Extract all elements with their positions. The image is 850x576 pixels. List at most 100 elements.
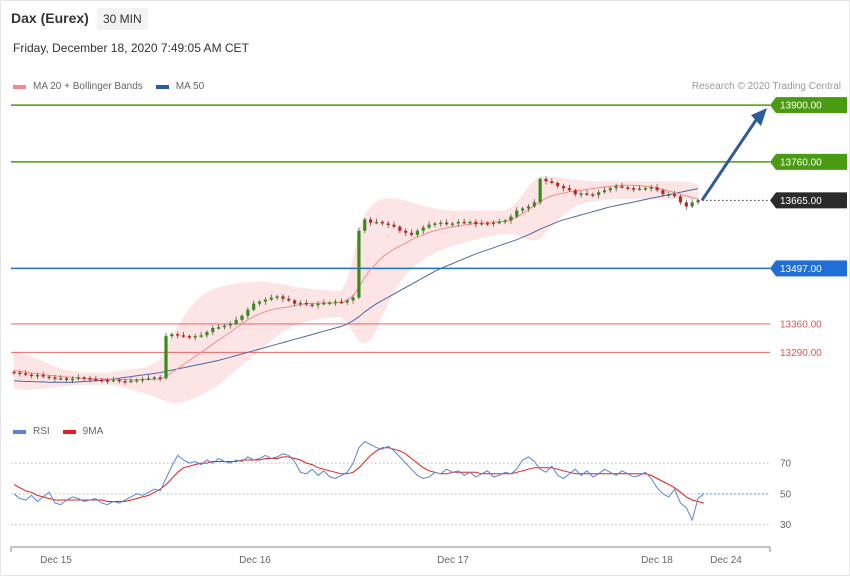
candle-body-96 <box>573 190 577 195</box>
legend-swatch-ma50 <box>155 84 169 89</box>
candle-body-32 <box>199 335 203 337</box>
level-label-3: 13360.00 <box>780 319 822 330</box>
candle-body-20 <box>129 380 133 383</box>
candle-body-45 <box>275 296 279 298</box>
forecast-arrow-head <box>751 108 767 127</box>
last-price-label: 13665.00 <box>780 196 822 207</box>
candle-body-72 <box>433 223 437 225</box>
candle-body-117 <box>696 200 700 203</box>
candle-body-11 <box>76 377 80 379</box>
x-tick-label-1: Dec 16 <box>239 555 271 566</box>
candle-body-69 <box>415 230 419 235</box>
instrument-title: Dax (Eurex) <box>11 10 89 26</box>
candle-body-71 <box>427 224 431 228</box>
candle-body-15 <box>100 379 104 382</box>
candle-body-52 <box>316 303 320 306</box>
candle-body-48 <box>293 300 297 304</box>
candle-body-40 <box>246 309 250 316</box>
candle-body-84 <box>503 220 507 223</box>
candle-body-83 <box>497 221 501 224</box>
level-label-0: 13900.00 <box>780 101 822 112</box>
candle-body-2 <box>24 373 28 375</box>
rsi-line <box>13 440 705 522</box>
candle-body-63 <box>380 221 384 224</box>
rsi-tick-2: 30 <box>780 520 792 531</box>
candle-body-94 <box>561 186 566 189</box>
candle-body-113 <box>673 194 677 197</box>
legend-swatch-rsi <box>13 429 26 434</box>
candle-body-58 <box>351 297 355 301</box>
candle-body-4 <box>35 375 39 377</box>
candle-body-66 <box>398 226 402 231</box>
candle-body-70 <box>421 227 425 231</box>
candle-body-36 <box>222 325 227 328</box>
level-box-2 <box>776 260 847 277</box>
candle-body-41 <box>252 303 256 310</box>
candle-body-86 <box>515 210 519 217</box>
candle-body-91 <box>544 178 548 182</box>
level-box-pointer-0 <box>770 97 776 114</box>
candle-body-105 <box>626 187 630 189</box>
candle-body-47 <box>287 298 291 301</box>
candle-body-114 <box>678 196 683 203</box>
candle-body-59 <box>357 230 361 298</box>
candle-body-50 <box>304 302 308 305</box>
candle-body-99 <box>591 194 595 196</box>
level-box-pointer-2 <box>770 260 776 277</box>
ma50-line <box>13 188 699 383</box>
candle-body-42 <box>257 301 262 304</box>
candle-body-64 <box>386 223 390 225</box>
candle-body-78 <box>468 221 472 224</box>
candle-body-24 <box>152 377 156 379</box>
level-label-4: 13290.00 <box>780 348 822 359</box>
candle-body-89 <box>532 202 536 207</box>
candles <box>12 176 700 385</box>
candle-body-28 <box>176 334 180 336</box>
candle-body-116 <box>690 202 694 207</box>
level-box-0 <box>776 97 847 114</box>
candle-body-1 <box>18 372 22 375</box>
candle-body-10 <box>70 378 75 381</box>
candle-body-51 <box>310 304 314 306</box>
credit-text: Research © 2020 Trading Central <box>691 81 841 92</box>
candle-body-98 <box>585 193 589 195</box>
rsi-legend: RSI 9MA <box>13 426 116 437</box>
candle-body-85 <box>509 216 513 221</box>
legend-item-ma50: MA 50 <box>155 81 204 92</box>
candle-body-54 <box>328 302 332 304</box>
candle-body-79 <box>474 221 478 225</box>
candle-body-31 <box>193 336 197 338</box>
candle-body-12 <box>82 377 86 379</box>
x-tick-label-3: Dec 18 <box>641 555 673 566</box>
forecast-arrow-shaft <box>700 119 758 202</box>
candle-body-74 <box>445 222 449 225</box>
candle-body-112 <box>667 194 671 196</box>
candle-body-14 <box>94 379 98 381</box>
candle-body-44 <box>269 297 273 300</box>
candle-body-35 <box>217 327 221 329</box>
candle-body-115 <box>684 202 688 207</box>
candle-body-76 <box>456 221 460 224</box>
candle-body-33 <box>205 332 209 336</box>
legend-label-rsi: RSI <box>33 426 50 437</box>
candle-body-88 <box>526 206 531 209</box>
candle-body-19 <box>123 381 127 383</box>
candle-body-49 <box>298 302 303 305</box>
main-legend: MA 20 + Bollinger Bands MA 50 <box>13 81 217 92</box>
candle-body-34 <box>211 328 215 333</box>
candle-body-80 <box>480 223 484 225</box>
candle-body-30 <box>187 336 191 338</box>
candle-body-77 <box>462 221 466 224</box>
interval-badge[interactable]: 30 MIN <box>97 8 148 30</box>
candle-body-46 <box>281 296 285 299</box>
level-label-1: 13760.00 <box>780 157 822 168</box>
legend-label-ma20: MA 20 + Bollinger Bands <box>33 81 143 92</box>
candle-body-13 <box>88 378 92 380</box>
rsi-tick-0: 70 <box>780 459 792 470</box>
candle-body-103 <box>614 186 618 189</box>
candle-body-21 <box>135 379 139 382</box>
candle-body-17 <box>111 379 115 382</box>
candle-body-67 <box>404 230 408 233</box>
candle-body-107 <box>637 188 642 191</box>
